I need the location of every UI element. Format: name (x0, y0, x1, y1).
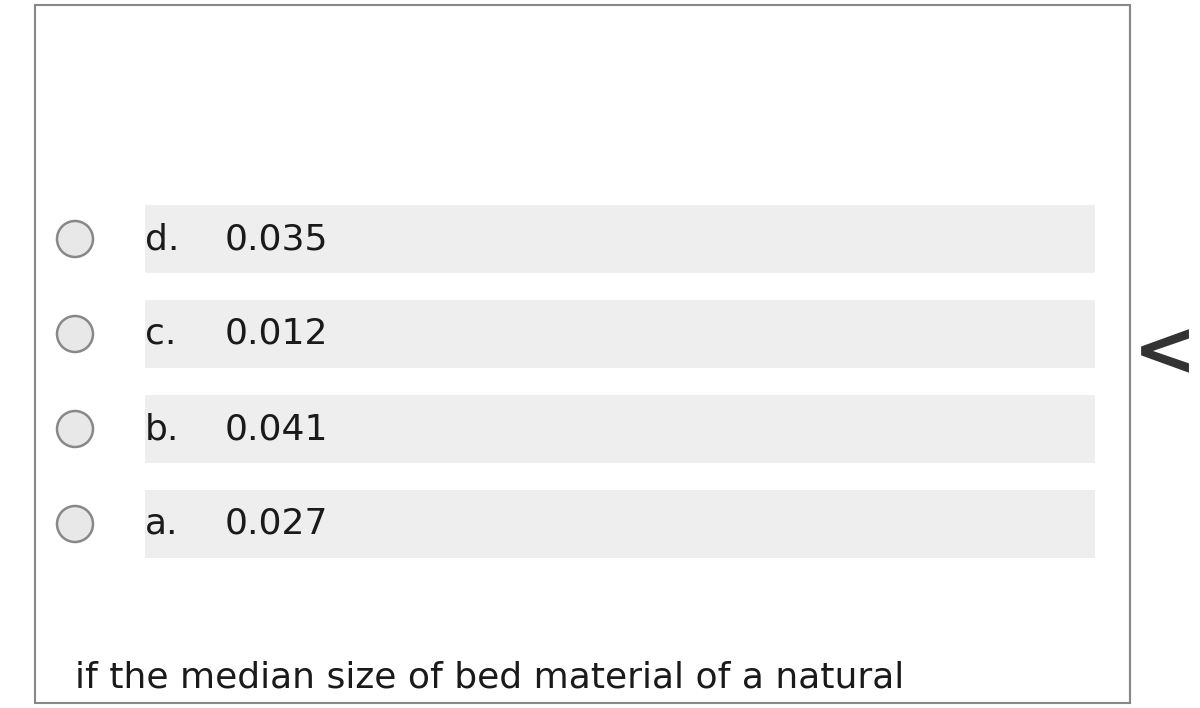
Circle shape (58, 221, 94, 257)
FancyBboxPatch shape (145, 205, 1096, 273)
Text: <: < (1133, 317, 1198, 391)
Text: 0.041: 0.041 (226, 412, 329, 446)
Text: a.: a. (145, 507, 179, 541)
Circle shape (58, 411, 94, 447)
FancyBboxPatch shape (145, 300, 1096, 368)
Circle shape (58, 506, 94, 542)
FancyBboxPatch shape (35, 5, 1130, 703)
Text: if the median size of bed material of a natural: if the median size of bed material of a … (74, 660, 905, 694)
Text: 0.027: 0.027 (226, 507, 329, 541)
Text: b.: b. (145, 412, 179, 446)
Text: c.: c. (145, 317, 176, 351)
Circle shape (58, 316, 94, 352)
FancyBboxPatch shape (145, 395, 1096, 463)
Text: d.: d. (145, 222, 179, 256)
Text: 0.012: 0.012 (226, 317, 329, 351)
Text: 0.035: 0.035 (226, 222, 329, 256)
FancyBboxPatch shape (145, 490, 1096, 558)
